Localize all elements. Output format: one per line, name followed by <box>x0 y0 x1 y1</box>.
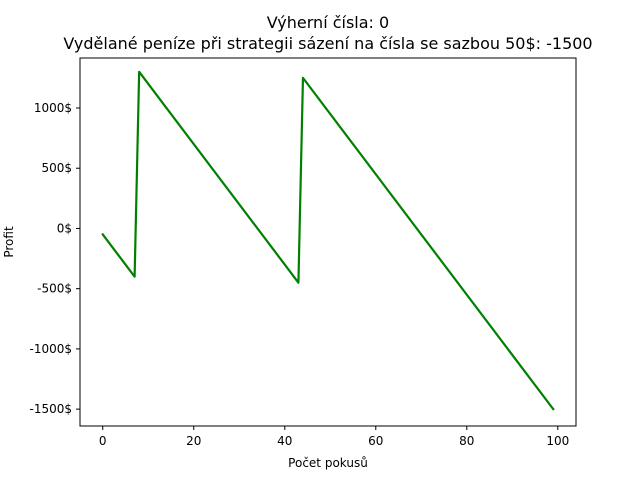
x-tick-label: 100 <box>546 434 569 448</box>
y-axis: 1000$ 500$ 0$ -500$ -1000$ -1500$ <box>29 101 80 416</box>
axes-frame <box>79 57 577 427</box>
x-tick-label: 0 <box>99 434 107 448</box>
plot-area <box>101 70 555 411</box>
y-axis-label: Profit <box>2 226 16 258</box>
x-axis: 0 20 40 60 80 100 <box>99 426 569 448</box>
y-tick-label: 0$ <box>57 221 72 235</box>
y-tick-label: 1000$ <box>34 101 72 115</box>
chart-title-line1: Výherní čísla: 0 <box>267 13 389 32</box>
chart-title-line2: Vydělané peníze při strategii sázení na … <box>63 34 592 53</box>
x-tick-label: 20 <box>186 434 201 448</box>
series-line <box>101 70 555 411</box>
x-tick-label: 80 <box>459 434 474 448</box>
x-tick-label: 40 <box>277 434 292 448</box>
y-tick-label: -1500$ <box>29 402 72 416</box>
y-tick-label: -1000$ <box>29 342 72 356</box>
y-tick-label: -500$ <box>37 282 72 296</box>
x-axis-label: Počet pokusů <box>288 456 368 470</box>
y-tick-label: 500$ <box>41 161 72 175</box>
x-tick-label: 60 <box>368 434 383 448</box>
